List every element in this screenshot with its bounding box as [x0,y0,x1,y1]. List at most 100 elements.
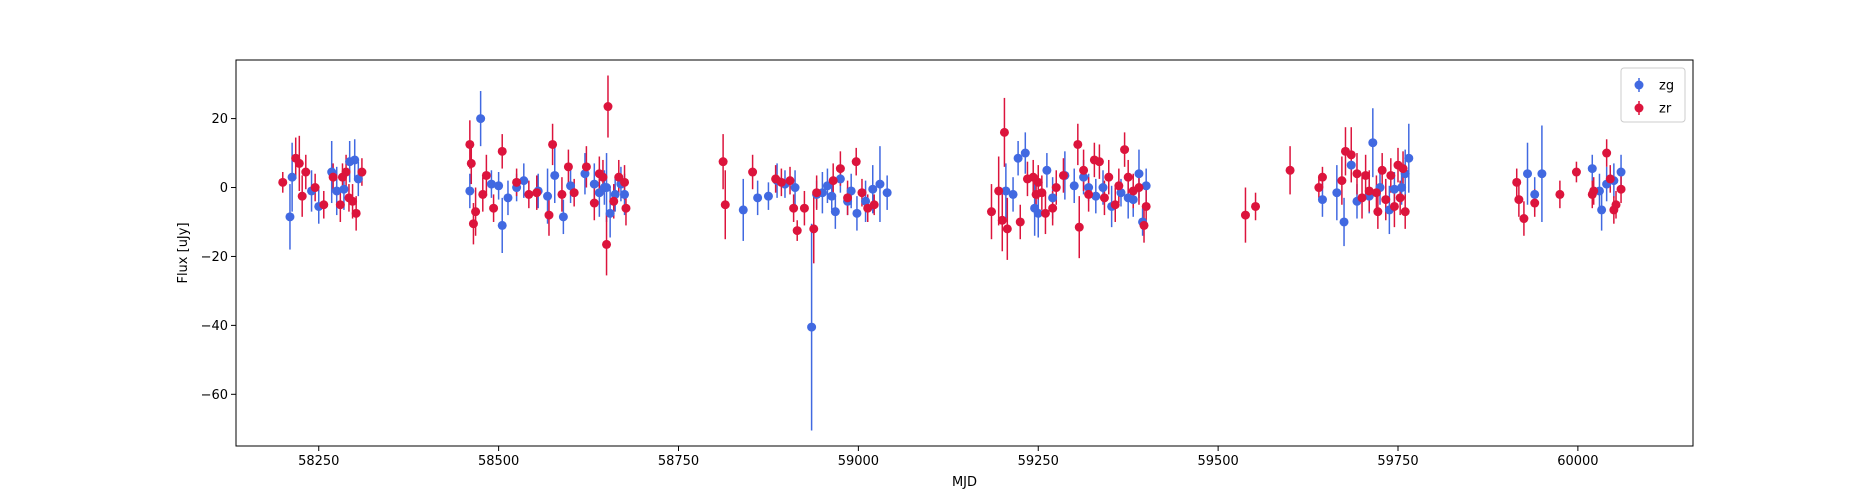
data-point-zg [1332,188,1342,198]
data-point-zg [1404,153,1414,163]
y-tick-label: −40 [201,319,228,334]
data-point-zr [621,203,631,213]
data-point-zr [1519,214,1529,224]
data-point-zg [1042,165,1052,175]
data-point-zr [603,102,613,112]
data-point-zr [1361,170,1371,180]
data-point-zg [465,186,475,196]
data-point-zr [792,226,802,236]
data-point-zg [753,193,763,203]
data-point-zg [558,212,568,222]
data-point-zg [620,189,630,199]
data-point-zr [997,215,1007,225]
legend-box [1620,67,1686,123]
data-point-zg [503,193,513,203]
data-point-zg [1128,195,1138,205]
data-point-zr [1104,172,1114,182]
data-point-zg [1008,189,1018,199]
y-tick-label: −20 [201,250,228,265]
data-point-zr [1317,172,1327,182]
y-tick-label: −60 [201,388,228,403]
data-point-zg [1317,195,1327,205]
data-point-zr [1571,167,1581,177]
data-point-zr [301,167,311,177]
x-tick-label: 58500 [478,454,519,469]
data-point-zr [718,157,728,167]
data-point-zr [481,170,491,180]
data-point-zg [287,172,297,182]
legend-marker-zg [1634,80,1644,90]
data-point-zg [1587,164,1597,174]
data-point-zg [1079,172,1089,182]
data-point-zg [1616,167,1626,177]
data-point-zr [1611,200,1621,210]
data-point-zg [285,212,295,222]
data-point-zg [1116,188,1126,198]
data-point-zg [1091,191,1101,201]
plot-area-frame [235,59,1694,447]
data-point-zr [1058,170,1068,180]
data-point-zr [994,186,1004,196]
data-point-zg [846,186,856,196]
data-point-zr [341,167,351,177]
data-point-zr [1512,177,1522,187]
data-point-zg [822,181,832,191]
data-point-zg [605,208,615,218]
legend-marker-zr [1634,103,1644,113]
data-point-zr [1074,222,1084,232]
x-axis-label: MJD [952,475,977,490]
data-point-zr [548,139,558,149]
data-point-zr [532,188,542,198]
data-point-zg [1084,183,1094,193]
data-point-zg [1098,183,1108,193]
data-point-zg [339,184,349,194]
data-point-zg [350,155,360,165]
data-point-zr [544,210,554,220]
data-point-zr [1120,145,1130,155]
data-point-zr [278,177,288,187]
data-point-zr [1400,207,1410,217]
data-point-zr [1373,207,1383,217]
data-point-zr [1139,220,1149,230]
data-point-zr [471,207,481,217]
data-point-zr [1337,176,1347,186]
data-point-zg [1141,181,1151,191]
data-point-zg [807,322,817,332]
data-point-zr [812,188,822,198]
data-point-zr [1048,203,1058,213]
data-point-zg [1069,181,1079,191]
data-point-zg [868,184,878,194]
data-point-zg [763,191,773,201]
data-point-zr [620,177,630,187]
data-point-zr [835,164,845,174]
data-point-zr [328,172,338,182]
data-point-zg [476,114,486,124]
data-point-zr [1114,181,1124,191]
data-point-zg [543,191,553,201]
data-point-zr [1251,201,1261,211]
data-point-zr [1094,157,1104,167]
x-tick-label: 60000 [1557,454,1598,469]
data-point-zg [589,179,599,189]
data-point-zg [875,179,885,189]
data-point-zg [861,196,871,206]
data-point-zg [1397,183,1407,193]
data-point-zr [1346,150,1356,160]
data-point-zr [310,183,320,193]
data-point-zg [353,174,363,184]
data-point-zr [1134,183,1144,193]
data-point-zr [748,167,758,177]
x-axis-ticks: 58250 58500 58750 59000 59250 59500 59750 60000 [298,446,1599,469]
data-point-zr [1364,186,1374,196]
data-point-zr [1079,165,1089,175]
data-point-zr [785,176,795,186]
data-point-zg [1368,138,1378,148]
data-point-zg [332,186,342,196]
data-point-zr [357,167,367,177]
data-point-zg [610,189,620,199]
data-point-zr [512,177,522,187]
data-point-zg [790,183,800,193]
legend-label-zr: zr [1659,102,1672,117]
x-tick-label: 59750 [1377,454,1418,469]
data-point-zr [335,200,345,210]
